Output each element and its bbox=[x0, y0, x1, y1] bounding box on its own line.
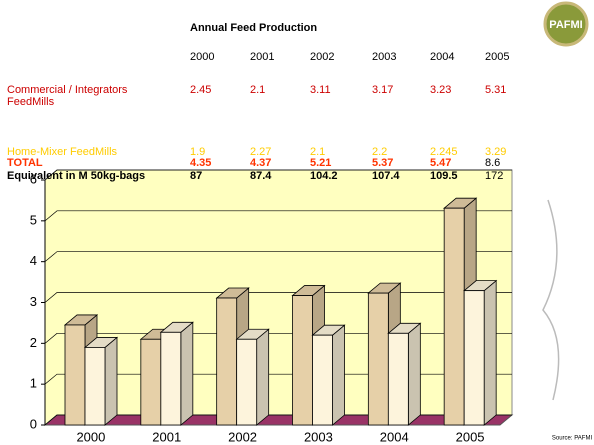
row-value: 3.29 bbox=[485, 146, 507, 158]
grid-line bbox=[44, 210, 512, 222]
y-tick-label: 2 bbox=[30, 335, 37, 350]
x-tick-label: 2003 bbox=[304, 429, 333, 444]
bar-side bbox=[180, 321, 194, 426]
bar-side bbox=[483, 279, 497, 426]
x-tick-label: 2000 bbox=[76, 429, 105, 444]
row-value: 5.47 bbox=[430, 157, 452, 169]
year-header: 2000 bbox=[190, 51, 215, 63]
y-tick-label: 3 bbox=[30, 294, 37, 309]
grid-line bbox=[44, 332, 512, 344]
bar bbox=[216, 297, 238, 426]
x-tick-label: 2004 bbox=[380, 429, 409, 444]
row-value: 8.6 bbox=[485, 157, 501, 169]
x-tick-label: 2002 bbox=[228, 429, 257, 444]
row-value: 2.1 bbox=[250, 84, 266, 96]
row-value: 87 bbox=[190, 170, 203, 182]
year-header: 2004 bbox=[430, 51, 455, 63]
row-value: 107.4 bbox=[372, 170, 400, 182]
row-label: Equivalent in M 50kg-bags bbox=[7, 170, 146, 182]
bar-side bbox=[104, 336, 118, 426]
row-value: 5.21 bbox=[310, 157, 332, 169]
source: Source: PAFMI bbox=[552, 436, 593, 442]
row-value: 5.37 bbox=[372, 157, 394, 169]
grid-line bbox=[44, 373, 512, 385]
row-value: 2.1 bbox=[310, 146, 326, 158]
year-header: 2001 bbox=[250, 51, 275, 63]
row-label: Home-Mixer FeedMills bbox=[7, 146, 118, 158]
bar-side bbox=[332, 324, 345, 426]
year-header: 2005 bbox=[485, 51, 510, 63]
y-tick-label: 5 bbox=[30, 212, 37, 227]
decoration bbox=[542, 199, 560, 401]
y-tick-label: 1 bbox=[30, 376, 37, 391]
logo: PAFMI bbox=[543, 1, 589, 47]
bar-side bbox=[256, 328, 270, 426]
table-title: Annual Feed Production bbox=[190, 22, 318, 34]
row-label: Commercial / Integrators FeedMills bbox=[7, 84, 128, 108]
bar bbox=[84, 347, 106, 426]
row-value: 2.2 bbox=[372, 146, 388, 158]
row-value: 5.31 bbox=[485, 84, 507, 96]
y-tick-label: 4 bbox=[30, 253, 37, 268]
y-tick-label: 0 bbox=[30, 416, 37, 431]
grid-line bbox=[44, 292, 512, 303]
logo-text: PAFMI bbox=[549, 19, 582, 31]
row-value: 3.17 bbox=[372, 84, 394, 96]
x-tick-label: 2001 bbox=[152, 429, 181, 444]
row-value: 4.35 bbox=[190, 157, 212, 169]
row-value: 2.45 bbox=[190, 84, 212, 96]
row-value: 109.5 bbox=[430, 170, 458, 182]
row-label: TOTAL bbox=[7, 157, 43, 169]
y-tick-label: 6 bbox=[30, 171, 37, 186]
grid-line bbox=[44, 169, 512, 181]
bar bbox=[160, 331, 182, 426]
bar bbox=[463, 290, 485, 426]
bar bbox=[367, 292, 389, 426]
bar bbox=[64, 324, 86, 426]
year-header: 2003 bbox=[372, 51, 397, 63]
bar bbox=[387, 332, 409, 426]
bar bbox=[292, 295, 313, 426]
row-value: 2.245 bbox=[430, 146, 458, 158]
row-value: 172 bbox=[485, 170, 504, 182]
row-value: 1.9 bbox=[190, 146, 206, 158]
row-value: 4.37 bbox=[250, 157, 272, 169]
bar bbox=[443, 207, 465, 426]
row-value: 87.4 bbox=[250, 170, 272, 182]
grid-line bbox=[44, 251, 512, 262]
bar bbox=[140, 338, 162, 426]
row-value: 3.11 bbox=[310, 84, 331, 96]
year-header: 2002 bbox=[310, 51, 335, 63]
bar bbox=[312, 334, 333, 426]
x-tick-label: 2005 bbox=[456, 429, 485, 444]
row-value: 3.23 bbox=[430, 84, 452, 96]
grid-line bbox=[44, 414, 512, 426]
logo-badge bbox=[543, 1, 589, 47]
bar-side bbox=[407, 322, 421, 426]
row-value: 104.2 bbox=[310, 170, 338, 182]
row-value: 2.27 bbox=[250, 146, 272, 158]
bar bbox=[236, 338, 258, 426]
